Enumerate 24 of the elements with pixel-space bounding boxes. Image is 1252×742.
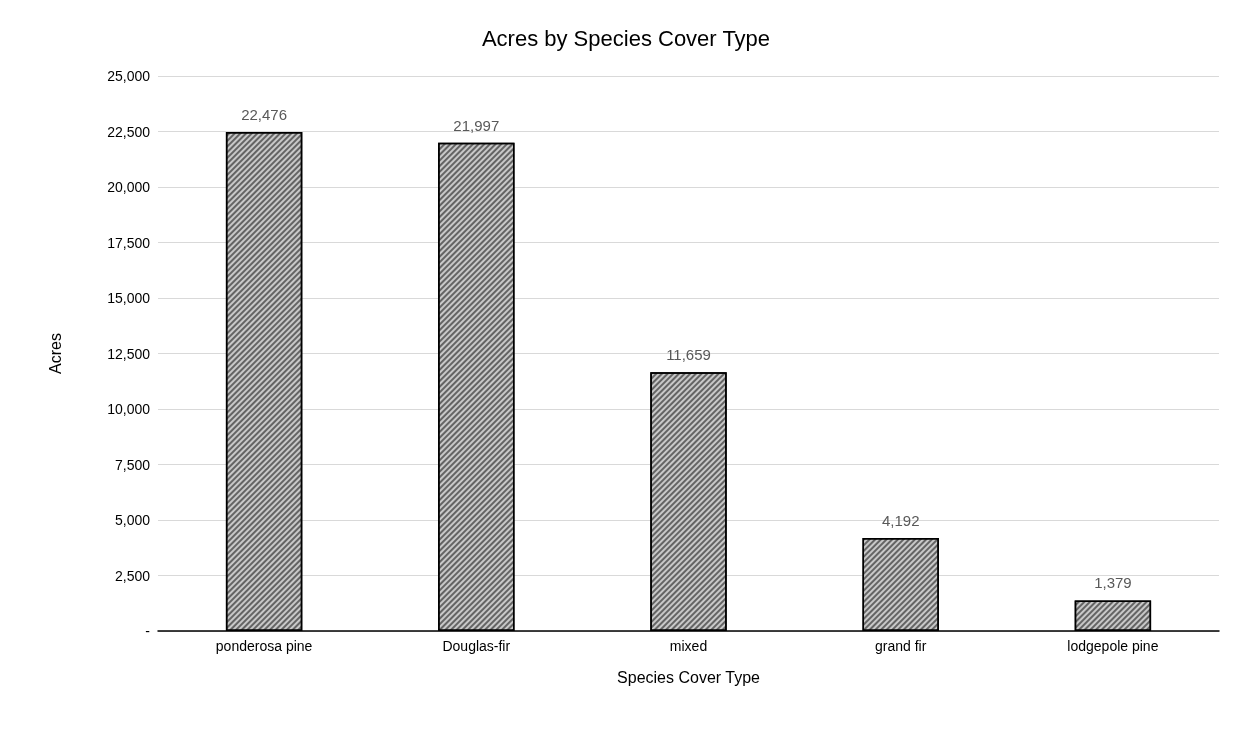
x-tick-label: ponderosa pine: [215, 638, 313, 654]
x-axis-title: Species Cover Type: [617, 668, 761, 686]
y-tick-label: 25,000: [107, 68, 151, 84]
chart-title: Acres by Species Cover Type: [481, 25, 771, 51]
y-tick-label: 17,500: [107, 234, 151, 251]
x-tick-label: mixed: [669, 638, 708, 654]
data-label: 22,476: [241, 106, 288, 124]
y-tick-label: 5,000: [114, 512, 151, 528]
data-label: 1,379: [1094, 574, 1132, 592]
y-tick-label: 10,000: [107, 401, 151, 417]
y-tick-label: 2,500: [114, 567, 151, 584]
x-tick-label: grand fir: [875, 638, 927, 654]
y-tick-label: 20,000: [107, 179, 151, 195]
data-label: 21,997: [453, 116, 500, 134]
y-tick-label: -: [145, 623, 151, 639]
y-tick-label: 7,500: [114, 456, 151, 473]
y-tick-label: 22,500: [107, 123, 151, 140]
x-tick-label: lodgepole pine: [1067, 638, 1159, 654]
data-label: 4,192: [881, 511, 920, 529]
x-tick-label: Douglas-fir: [442, 638, 511, 654]
data-label: 11,659: [666, 346, 711, 364]
y-tick-label: 15,000: [107, 290, 151, 306]
y-axis-title: Acres: [46, 333, 64, 374]
y-tick-label: 12,500: [107, 345, 151, 362]
